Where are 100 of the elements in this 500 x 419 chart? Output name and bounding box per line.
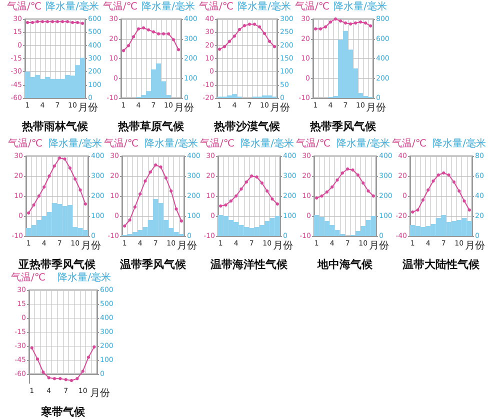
point xyxy=(42,185,46,189)
point xyxy=(142,26,146,30)
x-axis-title: 月份 xyxy=(366,102,386,114)
point xyxy=(436,173,440,177)
point xyxy=(248,22,252,26)
point xyxy=(122,49,126,52)
point xyxy=(240,187,243,191)
point xyxy=(224,203,228,207)
point xyxy=(238,28,242,32)
x-axis-title: 月份 xyxy=(78,102,98,114)
point xyxy=(159,165,162,169)
y2-axis-title: 降水量/毫米 xyxy=(336,138,390,150)
point xyxy=(47,376,50,380)
point xyxy=(354,21,358,25)
x-axis-title: 月份 xyxy=(90,388,110,399)
point xyxy=(325,190,329,194)
point xyxy=(122,224,126,228)
point xyxy=(348,22,352,26)
text: 热带沙漠气候 xyxy=(213,120,281,133)
x-axis-title: 月份 xyxy=(369,240,389,252)
y-axis-title: 气温/℃ xyxy=(200,138,235,150)
point xyxy=(260,181,264,185)
point xyxy=(52,164,56,168)
point xyxy=(468,208,472,212)
point xyxy=(328,20,332,24)
point xyxy=(366,189,370,193)
point xyxy=(442,171,446,175)
point xyxy=(368,24,372,28)
point xyxy=(346,167,350,171)
point xyxy=(92,345,96,349)
y-axis-title: 气温/℃ xyxy=(104,138,139,150)
point xyxy=(314,27,318,30)
point xyxy=(361,181,365,185)
point xyxy=(330,185,334,189)
y2-axis-title: 降水量/毫米 xyxy=(144,138,198,150)
x-axis-title: 月份 xyxy=(177,240,197,252)
point xyxy=(252,22,256,26)
y2-axis-title: 降水量/毫米 xyxy=(46,0,100,12)
x-axis-title: 月份 xyxy=(273,240,293,252)
point xyxy=(144,179,147,183)
point xyxy=(138,192,142,196)
point xyxy=(26,211,30,215)
point xyxy=(228,40,232,43)
y-axis-title: 气温/℃ xyxy=(7,0,42,12)
point xyxy=(244,180,248,184)
point xyxy=(58,156,62,160)
point xyxy=(180,219,184,223)
x-axis-title: 月份 xyxy=(81,240,101,252)
text: 温带季风气候 xyxy=(119,258,187,271)
point xyxy=(81,370,84,373)
point xyxy=(410,210,414,214)
point xyxy=(76,377,79,380)
text: 地中海气候 xyxy=(316,258,374,271)
point xyxy=(344,21,348,25)
x-axis-title: 月份 xyxy=(270,102,290,114)
point xyxy=(324,25,328,28)
point xyxy=(232,34,236,38)
y2-axis-title: 降水量/毫米 xyxy=(432,138,486,150)
point xyxy=(154,163,158,167)
line-series xyxy=(218,22,276,51)
text: 热带雨林气候 xyxy=(21,120,89,133)
point xyxy=(265,189,269,193)
point xyxy=(334,17,338,21)
point xyxy=(36,357,40,361)
point xyxy=(42,370,45,374)
point xyxy=(338,19,342,23)
point xyxy=(148,170,152,174)
point xyxy=(358,20,362,24)
point xyxy=(156,32,160,36)
point xyxy=(73,177,77,181)
point xyxy=(78,188,82,192)
point xyxy=(416,208,420,212)
point xyxy=(64,378,68,382)
line-series xyxy=(122,26,180,52)
y2-axis-title: 降水量/毫米 xyxy=(334,0,388,12)
point xyxy=(234,194,238,198)
point xyxy=(169,189,173,193)
point xyxy=(136,27,140,30)
y-axis-title: 气温/℃ xyxy=(103,0,138,12)
point xyxy=(320,194,324,198)
point xyxy=(162,32,166,36)
point xyxy=(262,32,266,36)
point xyxy=(276,202,280,206)
point xyxy=(37,194,41,198)
point xyxy=(58,377,62,380)
point xyxy=(258,25,262,28)
point xyxy=(84,202,88,206)
x-axis-title: 月份 xyxy=(465,240,485,252)
text: 热带草原气候 xyxy=(117,120,185,133)
point xyxy=(242,24,246,28)
point xyxy=(166,32,170,36)
point xyxy=(372,194,376,198)
text: 亚热带季风气候 xyxy=(18,258,96,271)
y-axis-title: 气温/℃ xyxy=(11,272,46,284)
point xyxy=(364,21,368,25)
point xyxy=(133,205,137,209)
point xyxy=(152,30,156,34)
point xyxy=(48,174,51,178)
point xyxy=(52,377,56,380)
y2-axis-title: 降水量/毫米 xyxy=(58,272,112,284)
